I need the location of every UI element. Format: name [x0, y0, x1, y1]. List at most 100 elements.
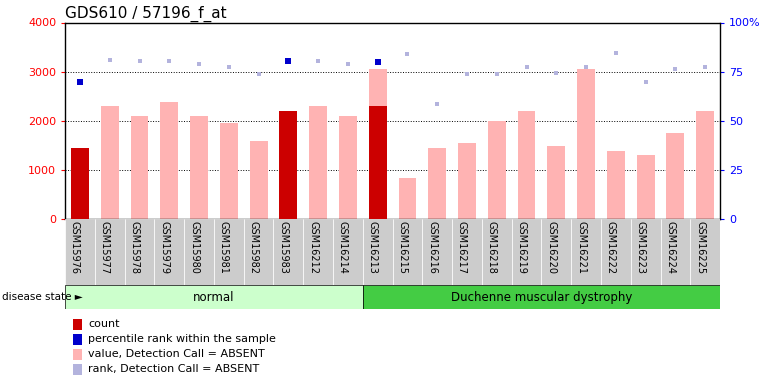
Bar: [458, 143, 476, 219]
Bar: [542, 219, 571, 285]
Point: [461, 71, 473, 77]
Bar: [607, 152, 625, 219]
Text: value, Detection Call = ABSENT: value, Detection Call = ABSENT: [88, 350, 265, 359]
Text: GSM16220: GSM16220: [546, 221, 556, 274]
Bar: [392, 219, 422, 285]
Bar: [71, 148, 89, 219]
Text: GSM16222: GSM16222: [606, 221, 616, 274]
Bar: [696, 111, 714, 219]
Bar: [155, 219, 184, 285]
Text: normal: normal: [193, 291, 234, 304]
Bar: [452, 219, 482, 285]
Point: [401, 51, 414, 57]
Text: GDS610 / 57196_f_at: GDS610 / 57196_f_at: [65, 6, 227, 22]
Bar: [309, 106, 327, 219]
Point: [699, 64, 712, 70]
Point: [580, 64, 592, 70]
Point: [669, 66, 682, 72]
Bar: [577, 69, 595, 219]
Point: [253, 71, 265, 77]
Bar: [303, 219, 333, 285]
Bar: [548, 146, 565, 219]
Bar: [601, 219, 630, 285]
Bar: [65, 219, 95, 285]
Bar: [65, 285, 363, 309]
Bar: [130, 116, 149, 219]
Bar: [666, 133, 684, 219]
Point: [74, 79, 86, 85]
Bar: [220, 123, 237, 219]
Bar: [333, 219, 363, 285]
Bar: [71, 148, 89, 219]
Point: [550, 70, 562, 76]
Text: GSM16216: GSM16216: [427, 221, 437, 274]
Point: [312, 58, 324, 64]
Bar: [482, 219, 512, 285]
Bar: [488, 121, 506, 219]
Bar: [363, 219, 392, 285]
Bar: [273, 219, 303, 285]
Text: GSM16221: GSM16221: [576, 221, 586, 274]
Text: Duchenne muscular dystrophy: Duchenne muscular dystrophy: [450, 291, 632, 304]
Bar: [398, 177, 417, 219]
Bar: [101, 106, 119, 219]
Bar: [428, 148, 446, 219]
Bar: [95, 219, 125, 285]
Text: GSM15978: GSM15978: [129, 221, 139, 274]
Bar: [160, 102, 178, 219]
Point: [640, 79, 652, 85]
Point: [372, 59, 384, 65]
Point: [520, 64, 532, 70]
Bar: [630, 219, 660, 285]
Point: [74, 79, 86, 85]
Bar: [125, 219, 155, 285]
Point: [133, 58, 146, 64]
Bar: [244, 219, 273, 285]
Text: GSM16224: GSM16224: [666, 221, 676, 274]
Bar: [280, 111, 297, 219]
Point: [610, 50, 622, 56]
Text: GSM16225: GSM16225: [696, 221, 705, 274]
Point: [431, 101, 444, 107]
Text: GSM16219: GSM16219: [516, 221, 526, 274]
Bar: [422, 219, 452, 285]
Bar: [214, 219, 244, 285]
Text: GSM16212: GSM16212: [308, 221, 318, 274]
Point: [282, 58, 294, 64]
Text: GSM15979: GSM15979: [159, 221, 169, 274]
Point: [193, 62, 205, 68]
Bar: [518, 111, 535, 219]
Text: GSM15980: GSM15980: [189, 221, 199, 274]
Bar: [690, 219, 720, 285]
Point: [103, 57, 116, 63]
Text: GSM15981: GSM15981: [219, 221, 229, 274]
Text: count: count: [88, 320, 119, 329]
Point: [282, 58, 294, 64]
Text: GSM16214: GSM16214: [338, 221, 348, 274]
Bar: [637, 155, 654, 219]
Text: GSM16213: GSM16213: [368, 221, 378, 274]
Bar: [190, 116, 208, 219]
Bar: [184, 219, 214, 285]
Bar: [250, 141, 267, 219]
Text: GSM16223: GSM16223: [636, 221, 646, 274]
Point: [163, 58, 175, 64]
Point: [491, 71, 503, 77]
Bar: [280, 111, 297, 219]
Text: disease state ►: disease state ►: [2, 292, 82, 302]
Bar: [512, 219, 542, 285]
Text: GSM16218: GSM16218: [486, 221, 497, 274]
Point: [372, 59, 384, 65]
Bar: [363, 285, 720, 309]
Text: GSM16215: GSM16215: [398, 221, 408, 274]
Bar: [339, 116, 357, 219]
Text: GSM15977: GSM15977: [100, 221, 110, 274]
Text: rank, Detection Call = ABSENT: rank, Detection Call = ABSENT: [88, 364, 260, 374]
Text: GSM15982: GSM15982: [249, 221, 259, 274]
Text: GSM16217: GSM16217: [457, 221, 467, 274]
Text: GSM15976: GSM15976: [70, 221, 80, 274]
Bar: [368, 69, 387, 219]
Bar: [571, 219, 601, 285]
Text: percentile rank within the sample: percentile rank within the sample: [88, 334, 276, 344]
Point: [342, 62, 354, 68]
